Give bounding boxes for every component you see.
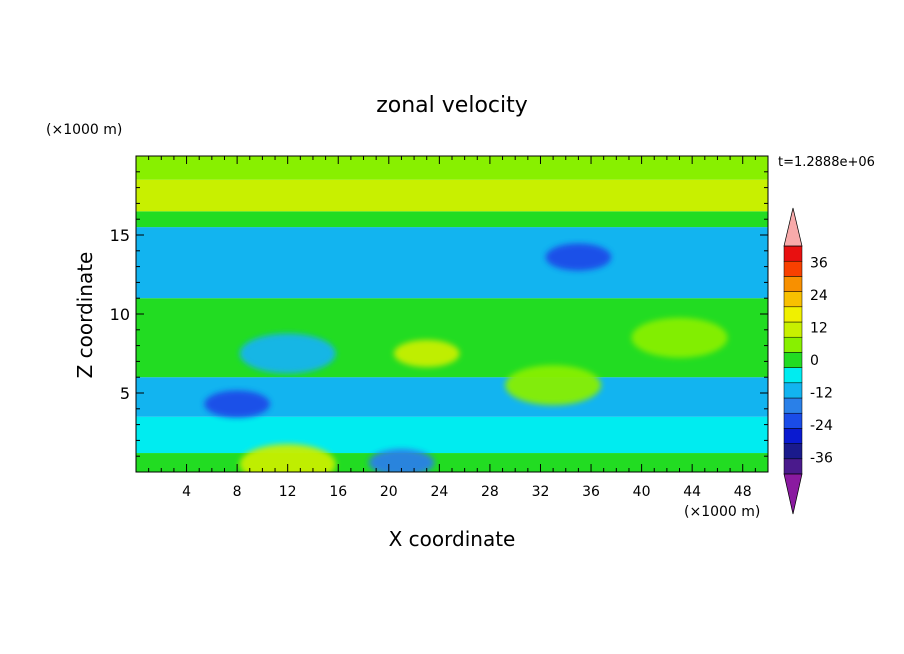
colorbar-tick-label: 36 [810, 255, 828, 271]
contour-feature-4 [393, 339, 460, 368]
colorbar-segment [783, 291, 803, 308]
colorbar-segment [783, 321, 803, 338]
x-tick-label: 28 [481, 484, 499, 500]
colorbar-segment [783, 367, 803, 384]
x-axis: 4 8 12 16 20 24 28 32 36 40 44 48 [148, 156, 756, 500]
x-tick-label: 4 [182, 484, 191, 500]
x-tick-label: 16 [329, 484, 347, 500]
contour-bands [136, 156, 768, 472]
contour-feature-5 [505, 365, 602, 406]
x-tick-label: 20 [380, 484, 398, 500]
colorbar-segment [783, 245, 803, 262]
colorbar-under-arrow [783, 473, 803, 515]
colorbar: 36 24 12 0 -12 -24 -36 [783, 207, 833, 515]
contour-band-6 [136, 179, 768, 212]
contour-feature-6 [631, 317, 728, 358]
y-tick-label: 5 [120, 384, 130, 403]
contour-feature-7 [239, 444, 336, 472]
contour-band-7 [136, 156, 768, 180]
x-tick-label: 12 [279, 484, 297, 500]
colorbar-segment [783, 458, 803, 475]
contour-feature-3 [239, 333, 336, 374]
colorbar-segment [783, 276, 803, 292]
colorbar-segment [783, 412, 803, 429]
colorbar-tick-label: -24 [810, 418, 833, 434]
colorbar-segment [783, 382, 803, 399]
y-axis: 5 10 15 [110, 171, 768, 457]
colorbar-segment [783, 443, 803, 460]
x-tick-label: 24 [430, 484, 448, 500]
x-tick-label: 36 [582, 484, 600, 500]
x-tick-label: 48 [734, 484, 752, 500]
chart-title: zonal velocity [376, 93, 528, 118]
colorbar-tick-label: -12 [810, 386, 833, 402]
contour-feature-2 [368, 448, 435, 472]
y-axis-label: Z coordinate [73, 252, 97, 379]
contour-feature-1 [204, 390, 270, 418]
colorbar-segment [783, 336, 803, 353]
time-label: t=1.2888e+06 [778, 155, 875, 170]
x-tick-label: 40 [633, 484, 651, 500]
colorbar-tick-label: -36 [810, 451, 833, 467]
colorbar-tick-label: 24 [810, 288, 828, 304]
colorbar-segment [783, 260, 803, 277]
contour-band-4 [136, 227, 768, 299]
colorbar-segment [783, 428, 803, 444]
y-tick-label: 10 [110, 305, 130, 324]
contour-band-1 [136, 416, 768, 454]
x-unit-label: (×1000 m) [684, 504, 760, 520]
plot-area [136, 156, 768, 472]
colorbar-segment [783, 306, 803, 323]
x-tick-label: 8 [233, 484, 242, 500]
x-axis-label: X coordinate [389, 527, 516, 551]
colorbar-segment [783, 352, 803, 368]
colorbar-segment [783, 397, 803, 414]
y-tick-label: 15 [110, 226, 130, 245]
x-tick-label: 44 [683, 484, 701, 500]
contour-feature-0 [545, 243, 612, 271]
contour-band-5 [136, 211, 768, 228]
colorbar-over-arrow [783, 207, 803, 247]
x-tick-label: 32 [532, 484, 550, 500]
colorbar-tick-label: 12 [810, 320, 828, 336]
colorbar-tick-label: 0 [810, 353, 819, 369]
y-unit-label: (×1000 m) [46, 122, 122, 138]
contour-features [204, 243, 728, 472]
